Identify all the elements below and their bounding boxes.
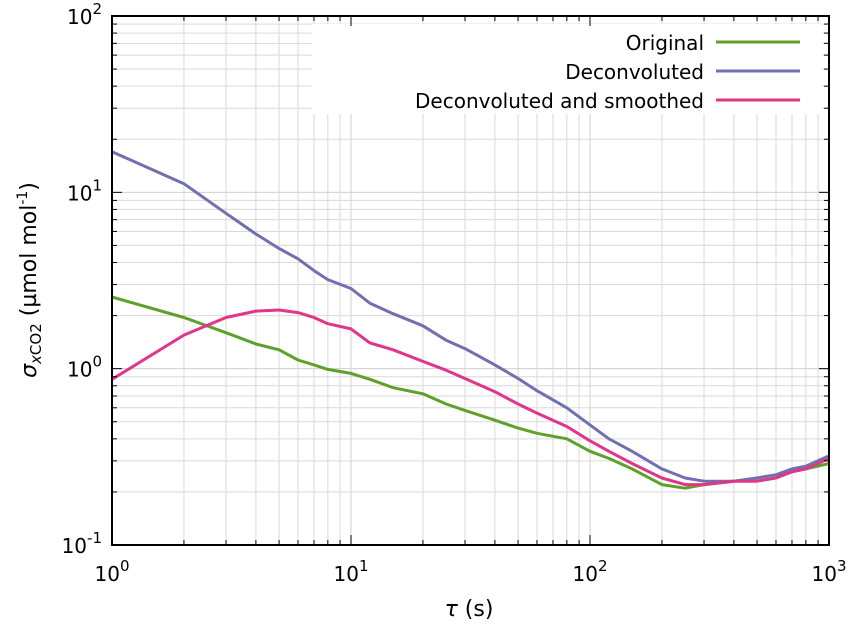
- y-tick-label: 10-1: [62, 529, 102, 558]
- legend-label-3: Deconvoluted and smoothed: [415, 89, 704, 113]
- series-line-1: [111, 295, 830, 490]
- x-tick-label: 101: [334, 557, 369, 586]
- y-tick-label: 101: [67, 176, 102, 205]
- legend: Original Deconvoluted Deconvoluted and smo…: [312, 24, 822, 114]
- x-axis-title: τ (s): [445, 597, 494, 622]
- y-tick-label: 102: [67, 0, 102, 29]
- x-axis-symbol: τ: [445, 597, 459, 622]
- x-axis-unit: (s): [458, 597, 494, 622]
- y-axis-subscript-italic: x: [27, 355, 45, 365]
- y-axis-title: σxCO2 (µmol mol-1): [15, 182, 45, 378]
- series-line-2: [111, 150, 830, 483]
- legend-label-1: Original: [626, 31, 704, 55]
- y-axis-unit: (µmol mol: [17, 205, 42, 324]
- plot-frame: [111, 15, 830, 546]
- plot-lines: [111, 150, 830, 490]
- y-axis-subscript: CO2: [27, 323, 45, 355]
- x-tick-label: 102: [573, 557, 608, 586]
- legend-label-2: Deconvoluted: [565, 60, 704, 84]
- ticks: [111, 16, 829, 546]
- y-axis-close: ): [17, 182, 42, 191]
- x-tick-label: 100: [95, 557, 130, 586]
- series-line-3: [111, 308, 830, 487]
- y-axis-unit-exponent: -1: [15, 191, 31, 205]
- x-tick-label: 103: [812, 557, 847, 586]
- y-axis-symbol: σ: [17, 363, 42, 378]
- y-tick-label: 100: [67, 353, 102, 382]
